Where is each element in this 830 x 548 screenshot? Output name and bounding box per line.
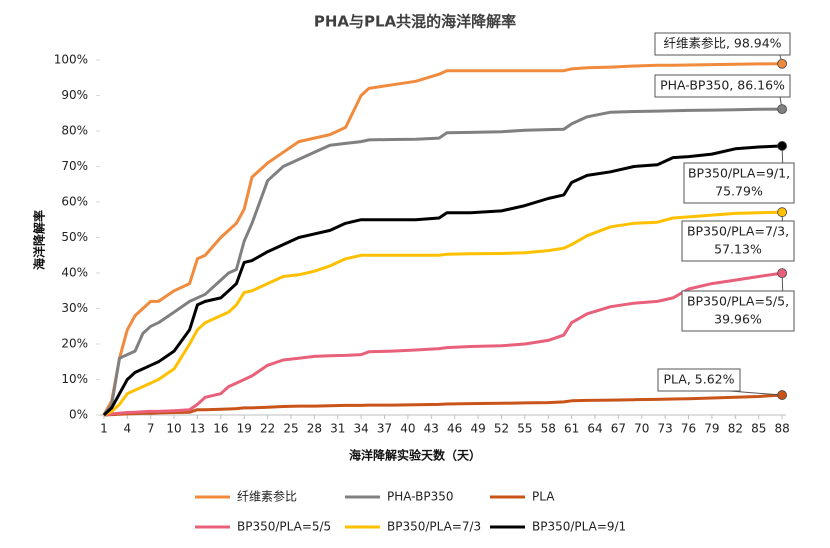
series-line xyxy=(102,144,783,417)
legend-label: BP350/PLA=5/5 xyxy=(237,520,331,534)
x-tick-label: 25 xyxy=(283,422,298,436)
series-line xyxy=(103,271,783,417)
legend-label: BP350/PLA=9/1 xyxy=(532,520,626,534)
x-tick-label: 88 xyxy=(774,422,789,436)
y-tick-label: 30% xyxy=(61,301,88,315)
callout-text: PLA, 5.62% xyxy=(664,372,735,387)
callout-box xyxy=(654,74,791,98)
callout-text: 39.96% xyxy=(714,312,762,327)
callout-text: BP350/PLA=9/1, xyxy=(688,166,790,181)
x-tick-label: 52 xyxy=(494,422,509,436)
callout-box xyxy=(683,162,795,204)
x-tick-label: 61 xyxy=(564,422,579,436)
x-tick-label: 7 xyxy=(147,422,155,436)
x-tick-label: 31 xyxy=(330,422,345,436)
x-tick-label: 76 xyxy=(681,422,696,436)
x-tick-label: 55 xyxy=(517,422,532,436)
x-tick-label: 79 xyxy=(704,422,719,436)
series-line xyxy=(102,107,783,416)
chart-title: PHA与PLA共混的海洋降解率 xyxy=(314,13,516,31)
end-marker xyxy=(777,207,788,218)
x-tick-label: 28 xyxy=(307,422,322,436)
x-tick-label: 73 xyxy=(658,422,673,436)
x-tick-label: 67 xyxy=(611,422,626,436)
x-tick-label: 16 xyxy=(213,422,228,436)
x-tick-label: 70 xyxy=(634,422,649,436)
x-tick-label: 13 xyxy=(190,422,205,436)
callout-text: 纤维素参比, 98.94% xyxy=(663,36,781,51)
callout-text: BP350/PLA=5/5, xyxy=(687,294,789,309)
callout-text: PHA-BP350, 86.16% xyxy=(660,78,785,93)
series-line xyxy=(102,62,783,416)
callout-text: BP350/PLA=7/3, xyxy=(687,224,789,239)
x-tick-label: 40 xyxy=(400,422,415,436)
end-marker xyxy=(777,390,788,400)
callout-leader xyxy=(729,390,783,396)
series-line xyxy=(103,393,783,417)
x-tick-label: 82 xyxy=(728,422,743,436)
x-tick-label: 22 xyxy=(260,422,275,436)
end-marker xyxy=(777,104,788,115)
callout-box xyxy=(657,368,741,392)
y-tick-label: 100% xyxy=(54,53,88,67)
x-tick-label: 49 xyxy=(470,422,485,436)
legend-label: PLA xyxy=(532,490,555,504)
x-tick-label: 10 xyxy=(166,422,181,436)
y-axis-title: 海洋降解率 xyxy=(32,210,47,270)
callout-box xyxy=(681,220,795,262)
callout-box xyxy=(654,32,791,56)
callout-text: 57.13% xyxy=(714,242,762,257)
x-tick-label: 64 xyxy=(587,422,602,436)
x-tick-label: 1 xyxy=(100,422,108,436)
x-tick-label: 19 xyxy=(237,422,252,436)
callout-text: 75.79% xyxy=(715,184,763,199)
y-tick-label: 50% xyxy=(61,230,88,244)
end-marker xyxy=(777,268,788,279)
x-tick-label: 37 xyxy=(377,422,392,436)
x-tick-label: 34 xyxy=(354,422,369,436)
legend-label: PHA-BP350 xyxy=(387,490,453,504)
y-tick-label: 70% xyxy=(61,159,88,173)
y-tick-label: 90% xyxy=(61,88,88,102)
y-tick-label: 80% xyxy=(61,124,88,138)
y-tick-label: 60% xyxy=(61,195,88,209)
y-tick-label: 40% xyxy=(61,266,88,280)
x-tick-label: 46 xyxy=(447,422,462,436)
y-tick-label: 20% xyxy=(61,337,88,351)
legend-label: BP350/PLA=7/3 xyxy=(387,520,481,534)
x-tick-label: 85 xyxy=(751,422,766,436)
y-tick-label: 10% xyxy=(61,372,88,386)
x-tick-label: 43 xyxy=(424,422,439,436)
legend-label: 纤维素参比 xyxy=(237,489,297,504)
callout-box xyxy=(681,290,795,332)
series-line xyxy=(103,210,783,417)
end-marker xyxy=(777,58,788,69)
x-tick-label: 4 xyxy=(123,422,131,436)
y-tick-label: 0% xyxy=(69,408,88,422)
end-marker xyxy=(777,141,788,151)
x-axis-title: 海洋降解实验天数（天） xyxy=(349,448,481,463)
x-tick-label: 58 xyxy=(541,422,556,436)
